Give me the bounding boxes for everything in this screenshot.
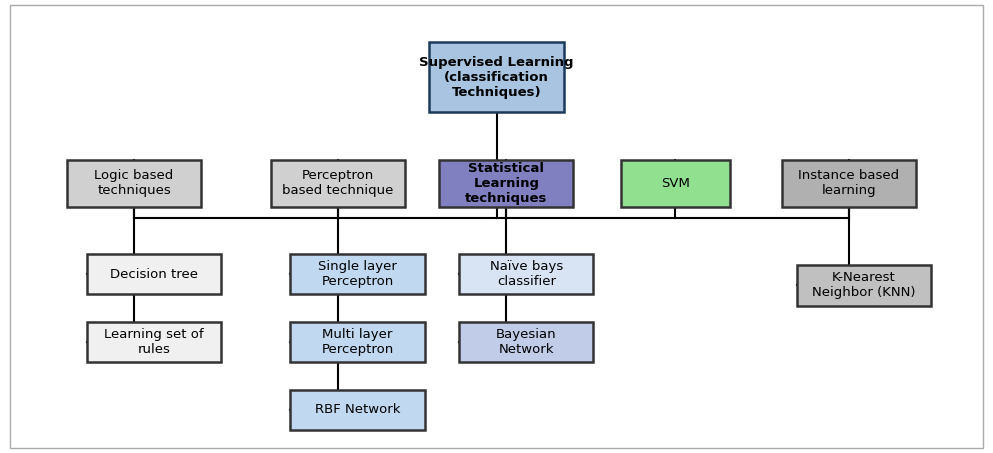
- Text: Instance based
learning: Instance based learning: [798, 169, 900, 198]
- Text: Supervised Learning
(classification
Techniques): Supervised Learning (classification Tech…: [419, 56, 574, 98]
- FancyBboxPatch shape: [290, 254, 425, 294]
- Text: Statistical
Learning
techniques: Statistical Learning techniques: [466, 162, 547, 205]
- FancyBboxPatch shape: [621, 160, 730, 207]
- FancyBboxPatch shape: [459, 322, 594, 362]
- FancyBboxPatch shape: [782, 160, 916, 207]
- FancyBboxPatch shape: [270, 160, 405, 207]
- Text: Multi layer
Perceptron: Multi layer Perceptron: [322, 328, 393, 356]
- FancyBboxPatch shape: [87, 254, 220, 294]
- FancyBboxPatch shape: [439, 160, 574, 207]
- Text: K-Nearest
Neighbor (KNN): K-Nearest Neighbor (KNN): [812, 271, 916, 299]
- Text: Perceptron
based technique: Perceptron based technique: [282, 169, 393, 198]
- FancyBboxPatch shape: [429, 42, 564, 112]
- Text: RBF Network: RBF Network: [315, 404, 400, 416]
- FancyBboxPatch shape: [87, 322, 220, 362]
- Text: SVM: SVM: [660, 177, 690, 190]
- Text: Single layer
Perceptron: Single layer Perceptron: [318, 260, 397, 288]
- Text: Logic based
techniques: Logic based techniques: [94, 169, 174, 198]
- Text: Learning set of
rules: Learning set of rules: [104, 328, 204, 356]
- Text: Naïve bays
classifier: Naïve bays classifier: [490, 260, 563, 288]
- FancyBboxPatch shape: [68, 160, 201, 207]
- FancyBboxPatch shape: [290, 390, 425, 430]
- FancyBboxPatch shape: [796, 265, 931, 306]
- Text: Decision tree: Decision tree: [110, 268, 198, 280]
- FancyBboxPatch shape: [459, 254, 594, 294]
- Text: Bayesian
Network: Bayesian Network: [496, 328, 557, 356]
- FancyBboxPatch shape: [290, 322, 425, 362]
